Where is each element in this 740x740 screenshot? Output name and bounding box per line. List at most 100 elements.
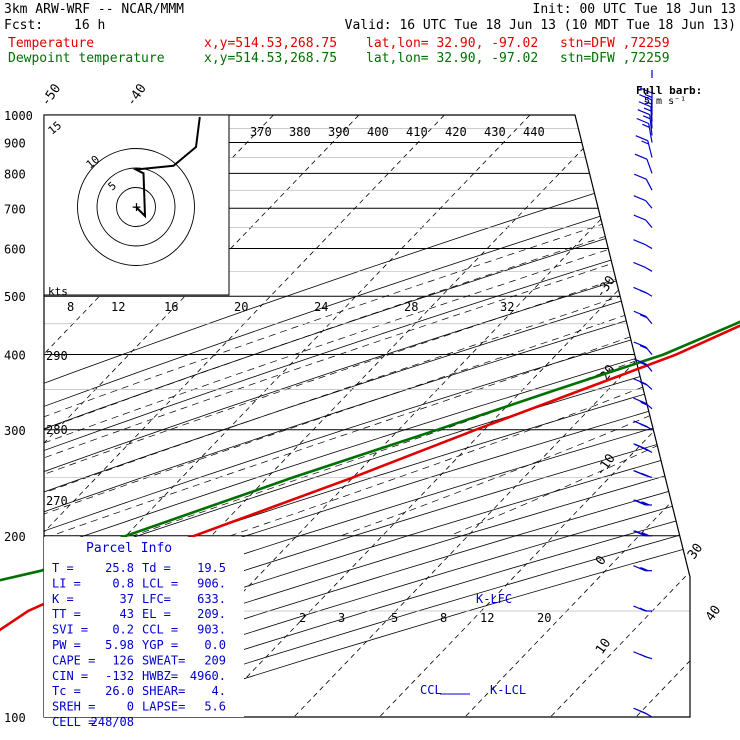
wind-barb [633, 286, 653, 297]
wind-barb-flag [639, 710, 648, 715]
theta-label: 370 [250, 125, 272, 139]
upper-scale-label: 12 [111, 300, 125, 314]
wind-barb-flag [637, 109, 650, 116]
isotherm-label: 30 [685, 541, 706, 562]
isotherm-line [379, 115, 690, 717]
dew-station: stn=DFW ,72259 [560, 51, 670, 66]
hodograph-ring [77, 148, 195, 266]
wind-barb [633, 443, 653, 454]
parcel-row-label: LI = [52, 576, 81, 590]
parcel-row-label: YGP = [142, 638, 178, 652]
wind-barb-flag [639, 344, 648, 350]
parcel-row-value: 903. [197, 623, 226, 637]
dry-adiabat [44, 115, 690, 717]
moist-adiabat [44, 115, 690, 537]
header: 3km ARW-WRF -- NCAR/MMM Init: 00 UTC Tue… [0, 0, 740, 70]
parcel-row-label: LAPSE= [142, 700, 185, 714]
pressure-tick-label: 800 [4, 167, 26, 181]
pressure-tick-label: 900 [4, 137, 26, 151]
model-title: 3km ARW-WRF -- NCAR/MMM [4, 2, 185, 17]
wind-barb-flag [642, 123, 650, 128]
isotherm-label: -50 [38, 81, 64, 109]
pressure-tick-label: 500 [4, 290, 26, 304]
parcel-row-value: 19.5 [197, 561, 226, 575]
parcel-row-value: 906. [197, 576, 226, 590]
upper-scale-label: 16 [164, 300, 178, 314]
dry-adiabat [44, 115, 690, 717]
isotherm-line [293, 115, 690, 717]
moist-adiabat [51, 115, 690, 537]
theta-label: 380 [289, 125, 311, 139]
upper-scale-label: 28 [404, 300, 418, 314]
wind-barb [633, 214, 653, 229]
parcel-row-label: K = [52, 592, 74, 606]
dry-adiabat [44, 115, 690, 717]
mixing-ratio-label: 3 [338, 611, 345, 625]
pressure-tick-label: 200 [4, 530, 26, 544]
parcel-row-value: 26.0 [105, 684, 134, 698]
wind-barb [633, 565, 652, 572]
wind-barb-flag [642, 115, 651, 120]
parcel-row-value: -132 [105, 669, 134, 683]
wind-barb-flag [642, 501, 650, 506]
wind-barb-staff [645, 266, 653, 272]
isotherm-line [635, 115, 690, 717]
parcel-row-label: Tc = [52, 684, 81, 698]
parcel-row-value: 0 [127, 700, 134, 714]
wind-barb-flag [633, 358, 647, 365]
upper-scale-label: 8 [67, 300, 74, 314]
wind-barb-flag [638, 101, 652, 108]
mixing-ratio-label: 8 [440, 611, 447, 625]
wind-barb-flag [640, 423, 649, 429]
wind-barb-flag [639, 314, 648, 319]
parcel-row-label: SHEAR= [142, 684, 185, 698]
dew-latlon: lat,lon= 32.90, -97.02 [366, 51, 539, 66]
theta-lower-label: 270 [46, 494, 68, 508]
wind-barb [633, 707, 653, 718]
wind-barb [633, 358, 653, 372]
lcl-marker: K-LCL [490, 683, 526, 697]
parcel-row-label: PW = [52, 638, 81, 652]
dry-adiabat [44, 115, 690, 717]
wind-barb [637, 109, 653, 136]
barb-key-label: Full barb: [636, 84, 702, 97]
isotherm-line [722, 102, 740, 717]
parcel-row-value: 0.8 [112, 576, 134, 590]
hodograph-ring [116, 187, 156, 227]
wind-barb [633, 651, 653, 660]
mixing-ratio-label: 2 [299, 611, 306, 625]
parcel-row-label: SWEAT= [142, 653, 185, 667]
wind-barb-flag [636, 117, 649, 125]
parcel-row-value: 4. [212, 684, 226, 698]
pressure-tick-label: 700 [4, 202, 26, 216]
isotherm-label: -40 [124, 81, 150, 109]
mixing-ratio-label: 5 [391, 611, 398, 625]
isotherm-line [44, 115, 543, 717]
moist-adiabat [340, 115, 690, 537]
theta-label: 440 [523, 125, 545, 139]
temp-xy: x,y=514.53,268.75 [204, 36, 338, 51]
wind-barb [633, 239, 653, 250]
barb-key-units: 5 m s⁻¹ [644, 96, 686, 107]
parcel-row-label: SVI = [52, 623, 88, 637]
isotherm-line [550, 115, 690, 717]
legend-temperature: Temperature [8, 36, 95, 51]
wind-barb-staff [649, 114, 653, 136]
pressure-tick-label: 100 [4, 711, 26, 725]
wind-barb-staff [650, 106, 653, 129]
pressure-tick-label: 600 [4, 243, 26, 257]
wind-barb [636, 117, 653, 143]
moist-adiabat [44, 115, 690, 537]
isotherm-line [0, 102, 29, 717]
parcel-info-box [44, 537, 244, 717]
wind-barb-staff [645, 219, 653, 229]
theta-label: 400 [367, 125, 389, 139]
parcel-row-value: 248/08 [91, 715, 134, 729]
temp-latlon: lat,lon= 32.90, -97.02 [366, 36, 539, 51]
parcel-row-label: LFC= [142, 592, 171, 606]
wind-barb-flag [639, 381, 648, 386]
wind-barb [633, 341, 653, 355]
moist-adiabat [44, 115, 690, 537]
parcel-row-label: LCL = [142, 576, 178, 590]
hodograph-units: kts [48, 285, 68, 298]
